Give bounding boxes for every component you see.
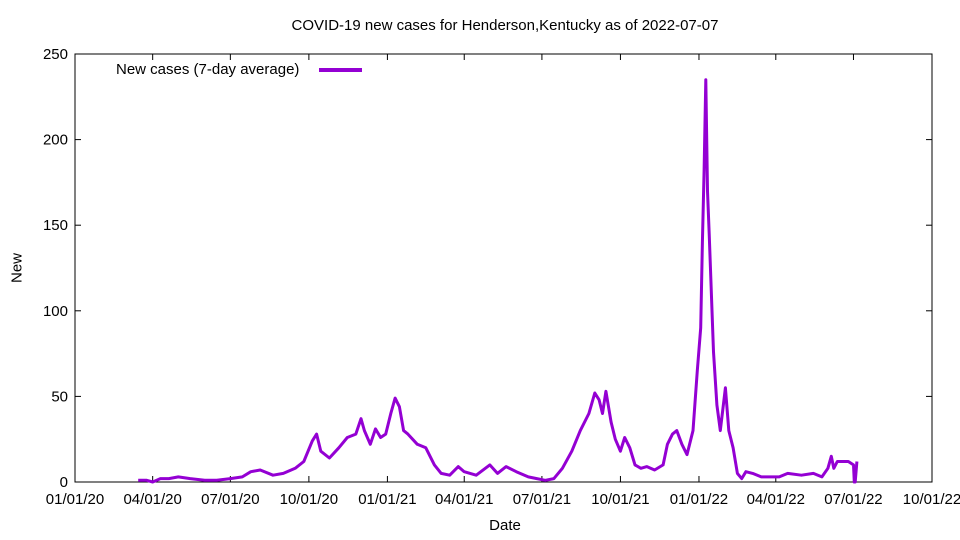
x-axis-label: Date [489,517,521,534]
x-tick-label: 07/01/21 [513,491,571,508]
x-tick-label: 04/01/22 [747,491,805,508]
x-tick-label: 10/01/20 [280,491,338,508]
series-layer [138,78,859,484]
x-tick-label: 10/01/22 [903,491,960,508]
y-tick-label: 150 [43,217,68,234]
legend-entry-label: New cases (7-day average) [116,61,300,78]
x-tick-label: 07/01/20 [201,491,259,508]
plot-border [74,53,933,483]
x-tick-label: 04/01/21 [435,491,493,508]
x-tick-label: 01/01/22 [670,491,728,508]
y-tick-label: 0 [60,474,68,491]
y-axis-label: New [8,252,26,284]
y-axis-ticks: 0 50 100 150 200 250 [43,46,932,491]
y-tick-label: 250 [43,46,68,63]
x-tick-label: 10/01/21 [591,491,649,508]
plot-frame [74,53,933,483]
y-tick-label: 200 [43,132,68,149]
series-line [138,78,859,484]
y-tick-label: 100 [43,303,68,320]
chart-title: COVID-19 new cases for Henderson,Kentuck… [291,17,719,34]
x-axis-ticks: 01/01/20 04/01/20 07/01/20 10/01/20 01/01/21… [46,54,960,508]
x-tick-label: 01/01/20 [46,491,104,508]
x-tick-label: 04/01/20 [123,491,181,508]
x-tick-label: 07/01/22 [824,491,882,508]
y-tick-label: 50 [51,388,68,405]
legend-swatch [319,68,362,72]
x-tick-label: 01/01/21 [358,491,416,508]
